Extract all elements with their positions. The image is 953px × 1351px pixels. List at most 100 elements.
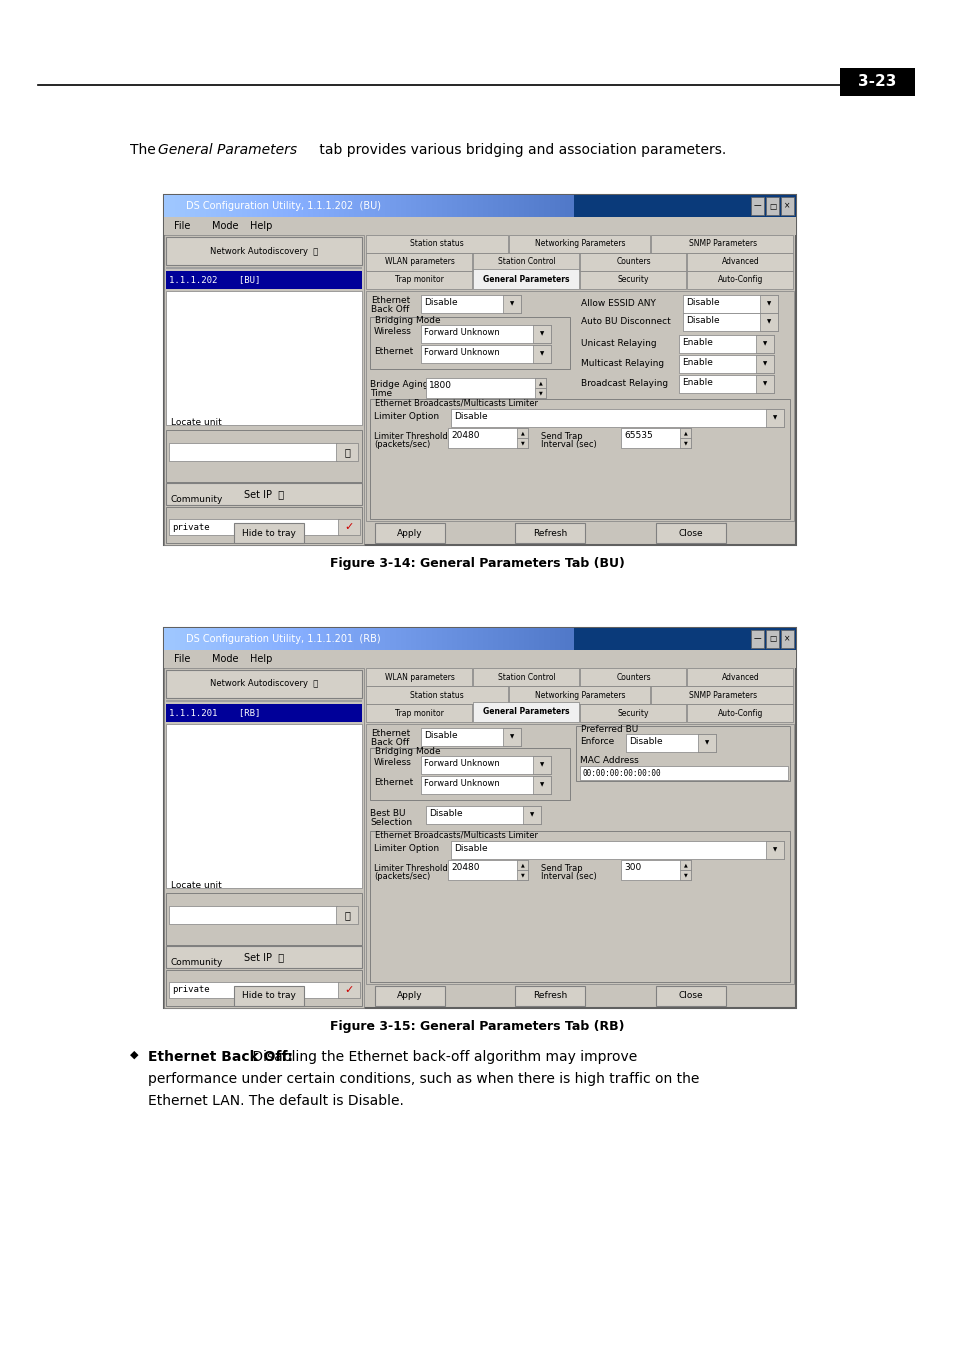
- Bar: [273, 195, 274, 218]
- Bar: [282, 628, 283, 650]
- Bar: [481, 195, 482, 218]
- Bar: [517, 861, 527, 870]
- Bar: [512, 195, 513, 218]
- Bar: [698, 734, 716, 753]
- Bar: [539, 628, 540, 650]
- Bar: [314, 195, 315, 218]
- Text: WLAN parameters: WLAN parameters: [384, 258, 454, 266]
- Bar: [264, 628, 265, 650]
- Bar: [178, 195, 179, 218]
- Bar: [546, 628, 547, 650]
- Bar: [366, 628, 367, 650]
- Bar: [750, 197, 763, 215]
- Text: Set IP  🔗: Set IP 🔗: [244, 489, 284, 499]
- Bar: [765, 630, 779, 648]
- Bar: [486, 195, 488, 218]
- Bar: [533, 628, 534, 650]
- Bar: [532, 195, 533, 218]
- Bar: [679, 376, 773, 393]
- Bar: [314, 628, 315, 650]
- Bar: [184, 628, 185, 650]
- Text: Counters: Counters: [616, 673, 650, 681]
- Bar: [529, 628, 530, 650]
- Bar: [422, 628, 423, 650]
- Text: ▲: ▲: [520, 862, 524, 867]
- Bar: [357, 195, 358, 218]
- Bar: [166, 267, 361, 269]
- Bar: [456, 195, 457, 218]
- Bar: [214, 628, 215, 650]
- Text: ▼: ▼: [520, 873, 524, 878]
- Bar: [519, 195, 520, 218]
- Bar: [448, 428, 527, 449]
- Bar: [454, 628, 455, 650]
- Bar: [446, 195, 447, 218]
- Bar: [518, 195, 519, 218]
- Bar: [545, 628, 546, 650]
- Bar: [479, 628, 480, 650]
- Bar: [432, 628, 433, 650]
- Bar: [252, 195, 253, 218]
- Bar: [246, 195, 247, 218]
- Bar: [755, 355, 773, 373]
- Bar: [333, 195, 334, 218]
- Bar: [412, 628, 413, 650]
- Bar: [462, 628, 463, 650]
- Text: Limiter Threshold: Limiter Threshold: [374, 432, 447, 440]
- Bar: [190, 628, 191, 650]
- Bar: [303, 195, 304, 218]
- Bar: [405, 628, 406, 650]
- Text: private: private: [172, 523, 210, 531]
- Bar: [533, 775, 551, 794]
- Bar: [164, 650, 795, 667]
- Bar: [755, 335, 773, 353]
- Bar: [431, 628, 432, 650]
- Bar: [510, 195, 511, 218]
- Bar: [377, 628, 378, 650]
- Bar: [171, 628, 172, 650]
- Bar: [490, 628, 491, 650]
- Bar: [336, 628, 337, 650]
- Bar: [366, 272, 472, 289]
- Bar: [495, 628, 496, 650]
- Bar: [338, 195, 339, 218]
- Bar: [550, 195, 551, 218]
- Bar: [571, 195, 572, 218]
- Bar: [200, 195, 201, 218]
- Bar: [441, 628, 442, 650]
- Bar: [164, 235, 364, 544]
- Bar: [443, 195, 444, 218]
- Text: General Parameters: General Parameters: [158, 143, 296, 157]
- Bar: [275, 628, 276, 650]
- Bar: [426, 378, 545, 399]
- Bar: [464, 195, 465, 218]
- Bar: [420, 345, 551, 363]
- Bar: [366, 195, 367, 218]
- Bar: [286, 195, 287, 218]
- Text: Ethernet: Ethernet: [371, 730, 410, 738]
- Bar: [457, 628, 458, 650]
- Bar: [344, 195, 345, 218]
- Bar: [326, 628, 327, 650]
- Bar: [251, 628, 252, 650]
- Bar: [178, 628, 179, 650]
- Bar: [291, 628, 292, 650]
- Bar: [566, 195, 567, 218]
- Text: The: The: [130, 143, 160, 157]
- Bar: [285, 195, 286, 218]
- Bar: [166, 670, 361, 698]
- Bar: [338, 628, 339, 650]
- Bar: [479, 195, 480, 218]
- Text: Broadcast Relaying: Broadcast Relaying: [580, 380, 667, 388]
- Bar: [227, 628, 228, 650]
- Text: Security: Security: [618, 276, 649, 285]
- Bar: [541, 628, 542, 650]
- Bar: [372, 628, 373, 650]
- Text: Apply: Apply: [396, 528, 422, 538]
- Bar: [195, 195, 196, 218]
- Bar: [426, 195, 427, 218]
- Text: Hide to tray: Hide to tray: [242, 992, 296, 1001]
- Bar: [169, 443, 336, 461]
- Text: Ethernet: Ethernet: [374, 778, 413, 788]
- Bar: [318, 628, 319, 650]
